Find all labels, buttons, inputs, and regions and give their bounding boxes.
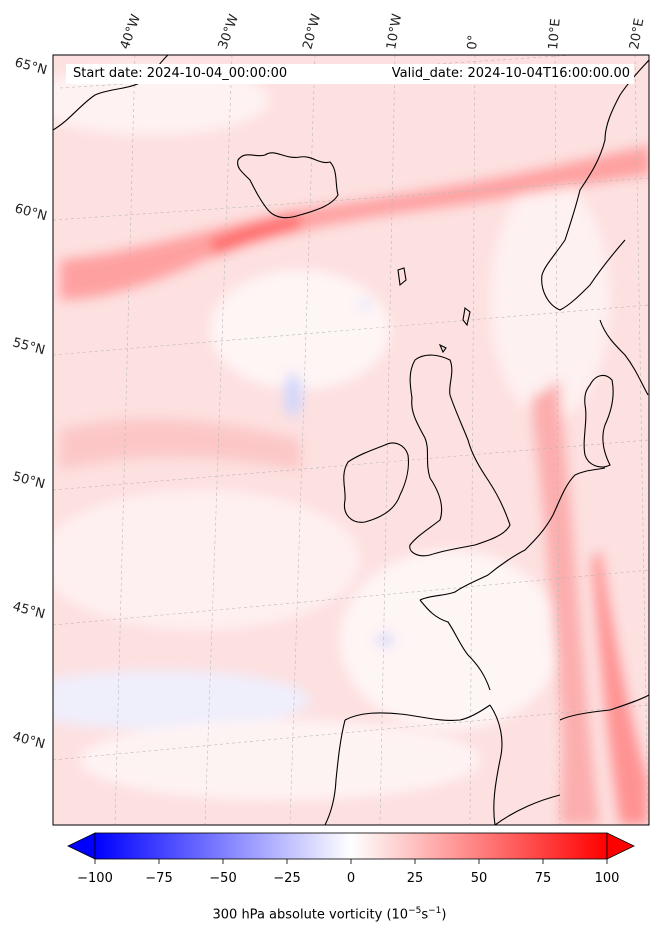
lat-label-55n: 55°N <box>11 335 47 358</box>
latitude-labels: 65°N 60°N 55°N 50°N 45°N 40°N <box>11 55 49 752</box>
sweden-coast <box>599 319 649 396</box>
colorbar: −100 −75 −50 −25 0 25 50 75 100 <box>67 832 635 886</box>
lat-label-65n: 65°N <box>13 55 49 78</box>
colorbar-ticks: −100 −75 −50 −25 0 25 50 75 100 <box>77 859 619 886</box>
netherlands-coast <box>552 467 606 516</box>
france-coast <box>419 514 554 691</box>
vorticity-field <box>53 55 649 825</box>
colorbar-tick-label: −100 <box>77 871 113 886</box>
lat-label-50n: 50°N <box>11 469 47 492</box>
colorbar-tick-label: −75 <box>145 871 172 886</box>
faroes <box>397 267 407 287</box>
longitude-labels: 40°W 30°W 20°W 10°W 0° 10°E 20°E <box>118 12 648 51</box>
colorbar-tick-label: −50 <box>209 871 236 886</box>
colorbar-tick-label: 50 <box>471 871 488 886</box>
lon-label-10w: 10°W <box>384 13 405 51</box>
lon-label-30w: 30°W <box>216 12 242 51</box>
title-bar: Start date: 2024-10-04_00:00:00 Valid_da… <box>66 64 634 84</box>
lon-label-40w: 40°W <box>118 12 144 51</box>
colorbar-extend-low <box>67 832 96 860</box>
orkney <box>438 343 447 354</box>
start-date-label: Start date: 2024-10-04_00:00:00 <box>73 66 288 81</box>
colorbar-tick-label: 0 <box>347 871 355 886</box>
colorbar-tick-label: 25 <box>407 871 424 886</box>
lat-label-60n: 60°N <box>13 201 49 224</box>
africa-coast <box>494 694 649 825</box>
shetland <box>462 306 471 327</box>
lon-label-10e: 10°E <box>546 18 564 50</box>
colorbar-extend-high <box>606 832 635 860</box>
lat-label-45n: 45°N <box>11 599 47 622</box>
lon-label-20e: 20°E <box>627 17 647 50</box>
graticule <box>53 55 649 825</box>
denmark-coast <box>583 374 614 468</box>
britain-coast <box>409 354 511 557</box>
iceland-coast <box>237 152 339 219</box>
colorbar-tick-label: 100 <box>595 871 620 886</box>
colorbar-body <box>94 832 608 860</box>
colorbar-tick-label: −25 <box>273 871 300 886</box>
colorbar-label: 300 hPa absolute vorticity (10−5s−1) <box>212 906 447 923</box>
valid-date-label: Valid_date: 2024-10-04T16:00:00.00 <box>391 66 630 81</box>
norway-coast <box>541 59 649 311</box>
lon-label-20w: 20°W <box>300 12 324 51</box>
map-frame <box>52 54 650 826</box>
iberia-coast <box>324 704 503 825</box>
ireland-coast <box>343 442 409 523</box>
lon-label-0: 0° <box>465 34 481 50</box>
colorbar-tick-label: 75 <box>535 871 552 886</box>
lat-label-40n: 40°N <box>11 729 47 752</box>
